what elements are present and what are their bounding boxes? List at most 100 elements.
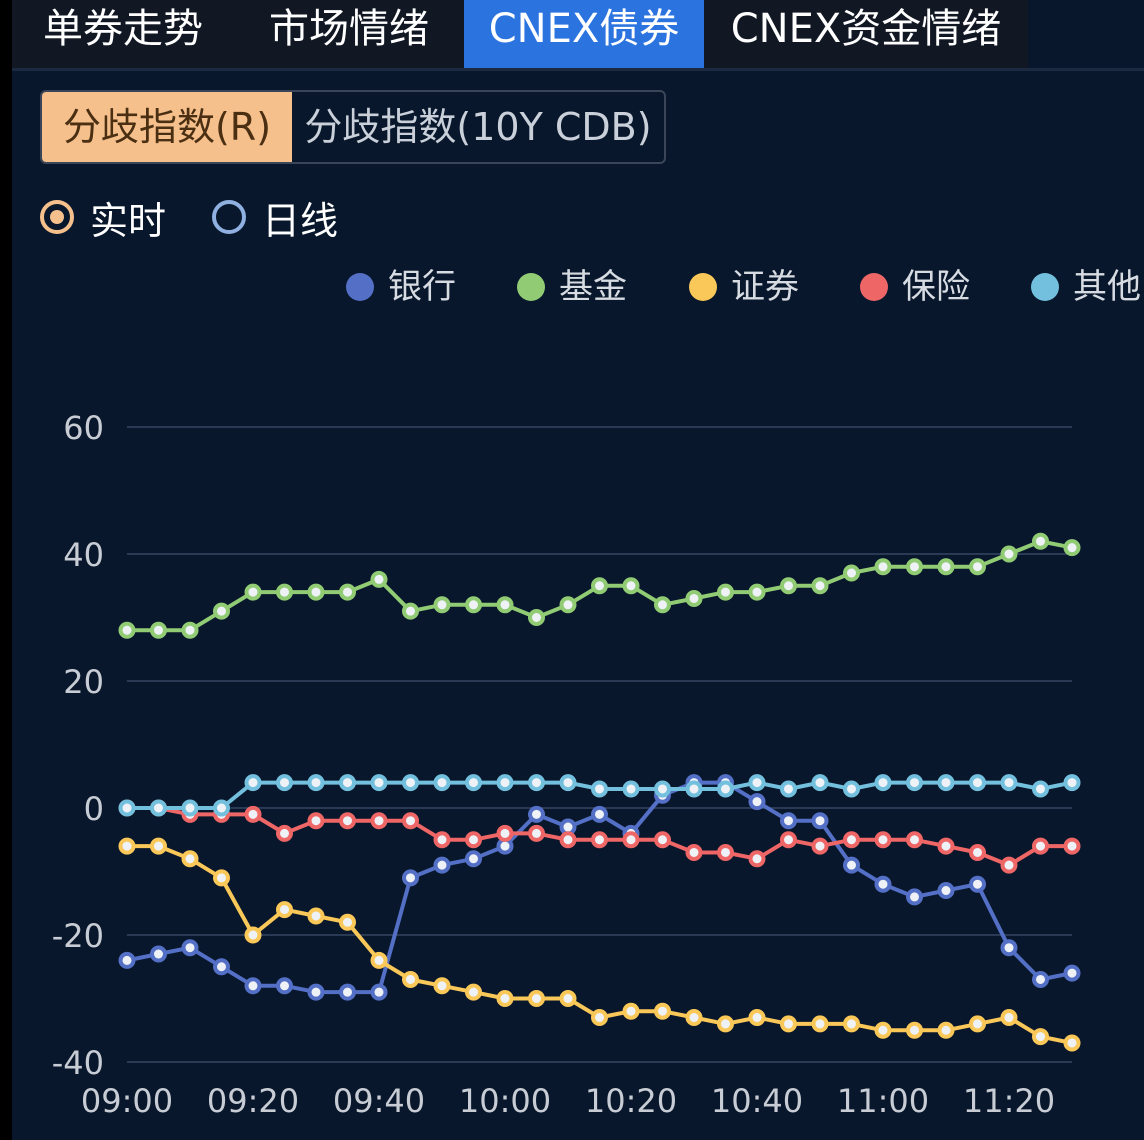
data-point: [591, 780, 608, 798]
legend-label: 基金: [559, 267, 627, 307]
data-point: [622, 831, 640, 849]
data-point: [591, 831, 608, 849]
tab-market-sentiment[interactable]: 市场情绪: [234, 0, 464, 68]
radio-daily[interactable]: 日线: [212, 190, 338, 245]
data-point: [465, 831, 482, 849]
data-point: [244, 926, 262, 944]
data-point: [181, 799, 199, 817]
data-point: [370, 774, 388, 792]
data-point: [654, 596, 671, 614]
data-point: [811, 577, 829, 595]
data-point: [433, 596, 451, 614]
radio-checked-icon: [40, 200, 74, 234]
data-point: [843, 831, 860, 849]
data-point: [370, 570, 388, 588]
data-point: [780, 577, 797, 595]
data-point: [528, 824, 545, 842]
legend-marker: [346, 273, 374, 301]
data-point: [307, 812, 325, 830]
data-point: [244, 583, 262, 601]
data-point: [685, 780, 703, 798]
data-point: [559, 774, 577, 792]
data-point: [496, 596, 514, 614]
segment-divergence-r[interactable]: 分歧指数(R): [42, 92, 292, 162]
data-point: [1063, 539, 1081, 557]
tab-cnex-bond[interactable]: CNEX债券: [464, 0, 704, 68]
data-point: [811, 1015, 829, 1033]
data-point: [465, 774, 482, 792]
data-point: [1032, 1028, 1049, 1046]
data-point: [213, 869, 230, 887]
data-point: [685, 1009, 703, 1027]
tab-cnex-fund-sentiment[interactable]: CNEX资金情绪: [704, 0, 1028, 68]
radio-daily-label: 日线: [262, 198, 339, 243]
data-point: [969, 843, 986, 861]
data-point: [906, 1021, 923, 1039]
data-point: [339, 913, 356, 931]
data-point: [969, 558, 986, 576]
data-point: [780, 812, 797, 830]
data-point: [181, 850, 199, 868]
x-tick-label: 09:00: [81, 1082, 173, 1120]
segment-divergence-10y-cdb[interactable]: 分歧指数(10Y CDB): [304, 105, 652, 149]
legend-marker: [517, 273, 545, 301]
data-point: [150, 837, 167, 855]
window-edge: [0, 0, 12, 1140]
data-point: [528, 609, 545, 626]
data-point: [370, 983, 388, 1001]
data-point: [244, 774, 262, 792]
legend-marker: [860, 273, 888, 301]
data-point: [276, 901, 293, 919]
data-point: [748, 850, 766, 868]
data-point: [811, 812, 829, 830]
data-point: [181, 939, 199, 957]
data-point: [1000, 1009, 1018, 1027]
data-point: [465, 850, 482, 868]
data-point: [1000, 856, 1018, 874]
data-point: [559, 596, 577, 614]
data-point: [906, 831, 923, 849]
x-tick-label: 09:40: [333, 1082, 425, 1120]
legend-marker: [1031, 273, 1059, 301]
data-point: [433, 831, 451, 849]
data-point: [244, 977, 262, 995]
data-point: [528, 774, 545, 792]
data-point: [276, 774, 293, 792]
data-point: [685, 843, 703, 861]
data-point: [1063, 964, 1081, 982]
y-tick-label: 60: [63, 409, 104, 447]
data-point: [465, 983, 482, 1001]
data-point: [969, 875, 986, 893]
data-point: [748, 1009, 766, 1027]
data-point: [969, 1015, 986, 1033]
data-point: [150, 799, 167, 817]
data-point: [748, 793, 766, 811]
data-point: [1032, 970, 1049, 988]
legend-label: 保险: [902, 267, 970, 307]
data-point: [811, 837, 829, 855]
x-tick-label: 10:40: [711, 1082, 803, 1120]
data-point: [1063, 1034, 1081, 1052]
y-tick-label: 20: [63, 663, 104, 701]
data-point: [213, 799, 230, 817]
legend-label: 其他: [1073, 267, 1141, 307]
data-point: [654, 780, 671, 798]
data-point: [906, 888, 923, 906]
data-point: [402, 602, 419, 620]
index-segmented-control: 分歧指数(R) 分歧指数(10Y CDB): [40, 90, 666, 164]
data-point: [811, 774, 829, 792]
radio-realtime[interactable]: 实时: [40, 190, 166, 245]
data-point: [717, 583, 734, 601]
data-point: [937, 774, 955, 792]
data-point: [843, 564, 860, 582]
data-point: [622, 780, 640, 798]
data-point: [370, 812, 388, 830]
data-point: [874, 1021, 892, 1039]
tab-bond-trend[interactable]: 单券走势: [12, 0, 234, 68]
x-tick-label: 10:00: [459, 1082, 551, 1120]
data-point: [433, 856, 451, 874]
data-point: [622, 577, 640, 595]
data-point: [307, 907, 325, 925]
data-point: [181, 621, 199, 639]
